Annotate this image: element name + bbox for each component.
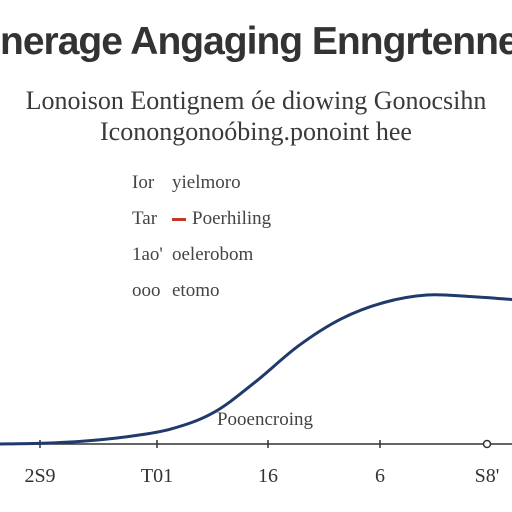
legend-key: 1ao' <box>132 244 163 265</box>
series-line <box>0 293 512 446</box>
legend-key: Tar <box>132 208 158 229</box>
x-tick-label: 16 <box>258 465 278 487</box>
legend-entry: ooo etomo <box>132 273 271 309</box>
legend-entry: Ior yielmoro <box>132 165 271 201</box>
chart-subtitle-line-2: Iconongonoóbing.ponoint hee <box>100 117 412 146</box>
x-tick-label: S8' <box>475 465 500 487</box>
legend: Ior yielmoro Tar Poerhiling 1ao' oelerob… <box>132 165 271 309</box>
x-tick-label: T01 <box>141 465 173 487</box>
legend-label: oelerobom <box>172 244 254 265</box>
legend-marker-icon <box>172 217 186 221</box>
legend-key: ooo <box>132 280 161 301</box>
legend-entry: Tar Poerhiling <box>132 201 271 237</box>
legend-label: Poerhiling <box>192 208 272 229</box>
x-axis-label: Pooencroing <box>217 409 314 430</box>
x-tick-mark <box>482 439 492 449</box>
legend-entry: 1ao' oelerobom <box>132 237 271 273</box>
chart-title: nerage Angaging Enngrtenne <box>0 20 512 63</box>
legend-label: yielmoro <box>172 172 241 193</box>
legend-label: etomo <box>172 280 220 301</box>
x-tick-label: 2S9 <box>24 465 55 487</box>
x-tick-label: 6 <box>375 465 385 487</box>
legend-key: Ior <box>132 172 155 193</box>
chart-subtitle-line-1: Lonoison Eontignem óe diowing Gonocsihn <box>25 86 487 115</box>
